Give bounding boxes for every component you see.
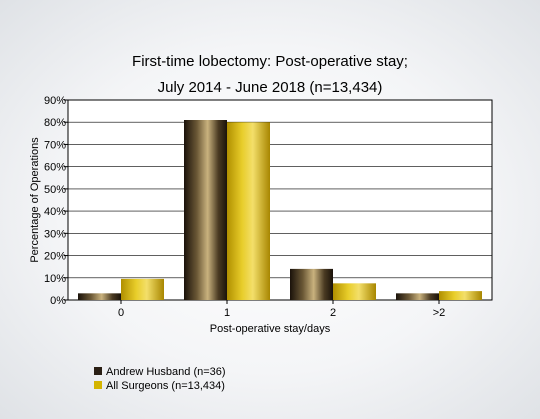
bar-all-surgeons (121, 278, 164, 300)
y-tick-label: 90% (44, 95, 66, 107)
legend-label-andrew-husband: Andrew Husband (n=36) (106, 366, 226, 378)
bars (78, 120, 482, 300)
x-axis-label: Post-operative stay/days (210, 323, 331, 335)
chart-title: First-time lobectomy: Post-operative sta… (132, 53, 408, 96)
x-axis-ticks: 0 1 2 >2 (118, 300, 445, 319)
y-tick-label: 20% (44, 251, 66, 263)
bar-andrew-husband (78, 293, 121, 300)
y-tick-label: 50% (44, 184, 66, 196)
chart-title-line-2: July 2014 - June 2018 (n=13,434) (158, 79, 383, 96)
y-tick-label: 10% (44, 273, 66, 285)
x-tick-label: >2 (433, 307, 446, 319)
y-tick-label: 0% (50, 295, 66, 307)
y-tick-label: 30% (44, 228, 66, 240)
plot-area (67, 99, 493, 301)
legend: Andrew Husband (n=36) All Surgeons (n=13… (94, 366, 226, 392)
x-tick-label: 2 (330, 307, 336, 319)
x-tick-label: 1 (224, 307, 230, 319)
y-tick-label: 70% (44, 139, 66, 151)
legend-item-andrew-husband: Andrew Husband (n=36) (94, 366, 226, 378)
legend-swatch-all-surgeons (94, 381, 102, 389)
bar-all-surgeons (227, 122, 270, 300)
y-tick-label: 60% (44, 162, 66, 174)
y-tick-label: 40% (44, 206, 66, 218)
y-tick-label: 80% (44, 117, 66, 129)
bar-andrew-husband (396, 293, 439, 300)
bar-all-surgeons (439, 291, 482, 300)
y-axis-ticks: 0% 10% 20% 30% 40% 50% 60% 70% 80% 90% (44, 95, 68, 307)
y-axis-label: Percentage of Operations (29, 137, 41, 263)
legend-swatch-andrew-husband (94, 367, 102, 375)
chart-title-line-1: First-time lobectomy: Post-operative sta… (132, 53, 408, 70)
x-tick-label: 0 (118, 307, 124, 319)
gridlines (68, 121, 492, 279)
bar-andrew-husband (290, 268, 333, 300)
bar-andrew-husband (184, 120, 227, 300)
bar-all-surgeons (333, 283, 376, 300)
legend-label-all-surgeons: All Surgeons (n=13,434) (106, 380, 225, 392)
legend-item-all-surgeons: All Surgeons (n=13,434) (94, 380, 225, 392)
